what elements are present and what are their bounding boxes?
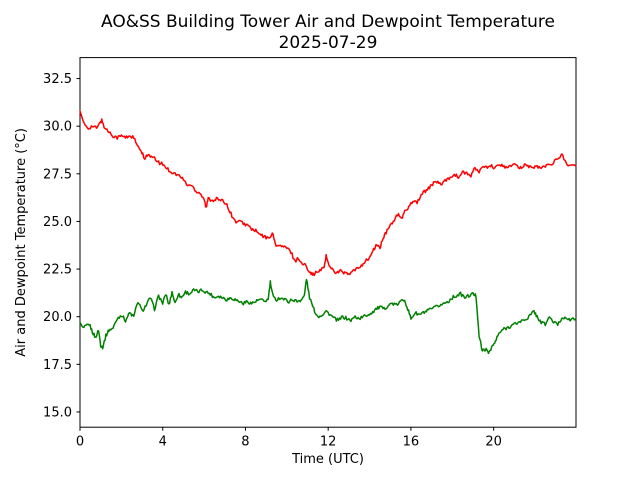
- y-tick-label: 32.5: [43, 72, 72, 87]
- x-axis-label: Time (UTC): [291, 452, 364, 467]
- x-axis: 0 4 8 12 16 20: [76, 427, 502, 450]
- y-tick-label: 22.5: [43, 263, 72, 278]
- y-tick-label: 30.0: [43, 120, 72, 135]
- x-tick-label: 20: [485, 435, 502, 450]
- dewpoint-temperature-line: [79, 278, 577, 355]
- series-lines: [79, 110, 577, 355]
- y-axis-label: Air and Dewpoint Temperature (°C): [14, 128, 29, 357]
- y-tick-label: 27.5: [43, 167, 72, 182]
- x-tick-label: 16: [403, 435, 420, 450]
- y-axis: 15.0 17.5 20.0 22.5 25.0 27.5 30.0 32.5: [43, 72, 80, 420]
- chart-title: AO&SS Building Tower Air and Dewpoint Te…: [101, 12, 555, 32]
- x-tick-label: 8: [241, 435, 249, 450]
- y-tick-label: 17.5: [43, 358, 72, 373]
- x-tick-label: 0: [76, 435, 84, 450]
- plot-frame: [79, 57, 577, 428]
- y-tick-label: 15.0: [43, 405, 72, 420]
- y-tick-label: 20.0: [43, 310, 72, 325]
- air-temperature-line: [79, 110, 577, 277]
- chart-subtitle: 2025-07-29: [279, 33, 378, 53]
- y-tick-label: 25.0: [43, 215, 72, 230]
- x-tick-label: 4: [159, 435, 167, 450]
- x-tick-label: 12: [320, 435, 337, 450]
